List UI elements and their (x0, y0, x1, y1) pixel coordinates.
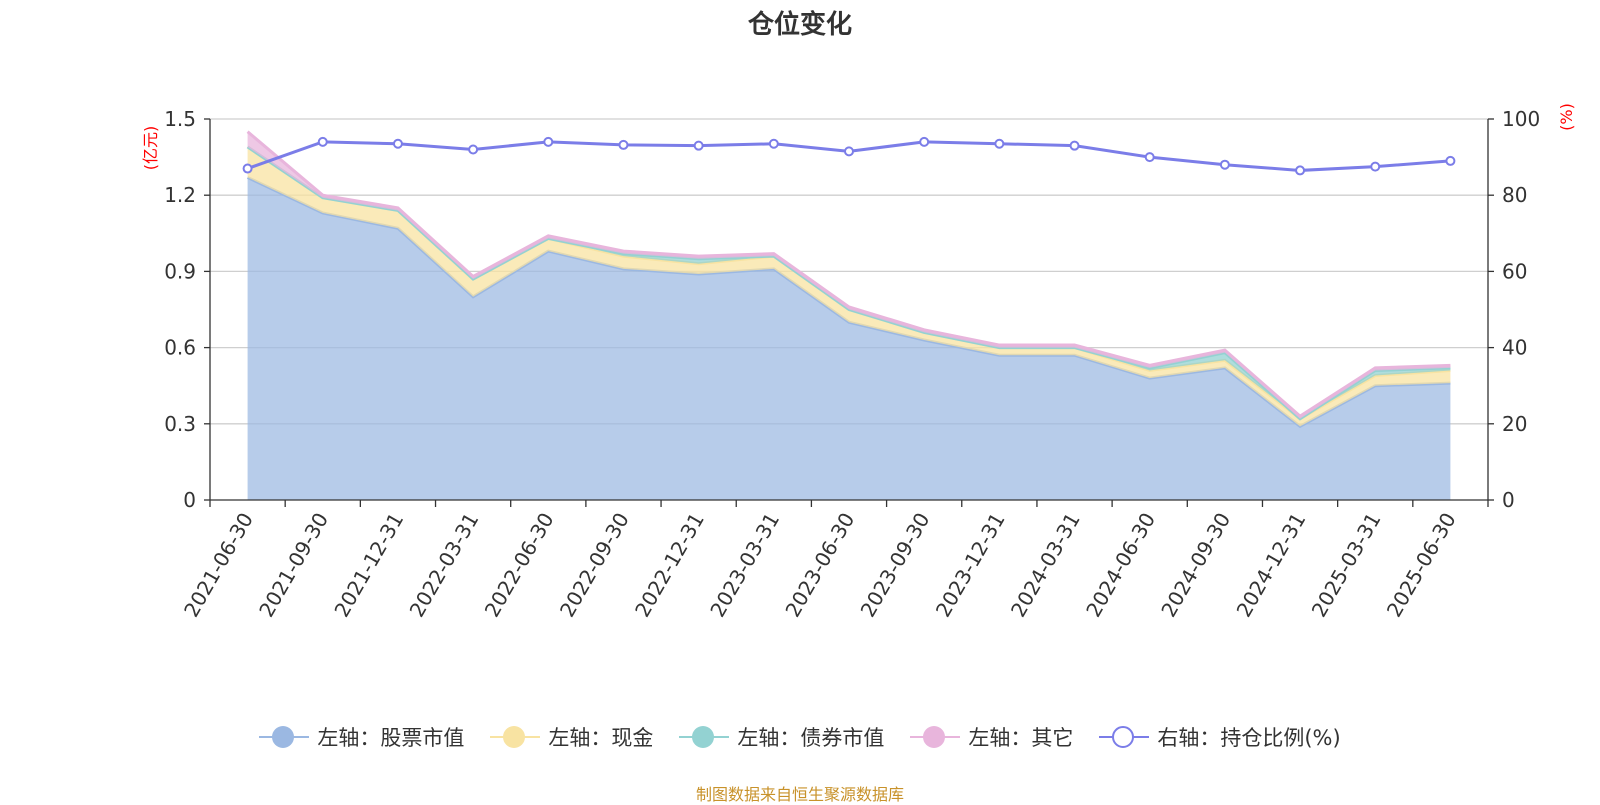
x-tick-label: 2024-03-31 (1006, 509, 1085, 622)
right-tick-label: 80 (1502, 183, 1527, 207)
legend-label: 左轴：其它 (968, 726, 1074, 750)
x-tick-label: 2023-03-31 (705, 509, 784, 622)
left-tick-label: 1.5 (164, 107, 196, 131)
legend-item[interactable]: 左轴：债券市值 (679, 722, 884, 752)
x-tick-label: 2023-06-30 (780, 509, 859, 622)
line-point (392, 138, 403, 149)
x-tick-label: 2025-06-30 (1382, 509, 1461, 622)
right-axis-unit: (%) (1557, 103, 1576, 131)
right-tick-label: 40 (1502, 336, 1527, 360)
legend-marker-icon (490, 725, 541, 749)
chart-title: 仓位变化 (747, 10, 852, 40)
legend-item[interactable]: 左轴：其它 (910, 722, 1073, 752)
legend-marker-icon (910, 725, 961, 749)
legend-item[interactable]: 右轴：持仓比例(%) (1099, 722, 1341, 752)
x-tick-label: 2022-09-30 (555, 509, 634, 622)
x-tick-label: 2024-12-31 (1231, 509, 1310, 622)
left-tick-label: 0 (183, 488, 196, 512)
x-tick-label: 2025-03-31 (1307, 509, 1386, 622)
line-point (618, 139, 629, 150)
line-point (242, 163, 253, 174)
source-note: 制图数据来自恒生聚源数据库 (695, 785, 904, 804)
line-point (1445, 155, 1456, 166)
x-tick-label: 2022-12-31 (630, 509, 709, 622)
chart-legend: 左轴：股票市值 左轴：现金 左轴：债券市值 左轴：其它 右轴：持仓比例(%) (0, 722, 1600, 752)
left-tick-label: 0.6 (164, 336, 196, 360)
x-tick-label: 2024-06-30 (1081, 509, 1160, 622)
area-line-series-4 (246, 130, 1451, 419)
left-tick-label: 1.2 (164, 183, 196, 207)
x-tick-label: 2024-09-30 (1156, 509, 1235, 622)
line-point (1295, 165, 1306, 176)
line-point (1370, 161, 1381, 172)
line-point (994, 138, 1005, 149)
line-point (1144, 152, 1155, 163)
x-tick-label: 2023-12-31 (931, 509, 1010, 622)
legend-label: 左轴：股票市值 (317, 726, 465, 750)
legend-marker-icon (259, 725, 310, 749)
legend-item[interactable]: 左轴：现金 (490, 722, 653, 752)
legend-marker-icon (1099, 725, 1150, 749)
line-point (468, 144, 479, 155)
right-tick-label: 20 (1502, 412, 1527, 436)
line-point (1219, 159, 1230, 170)
line-point (317, 136, 328, 147)
line-point (844, 146, 854, 157)
right-tick-label: 100 (1502, 107, 1540, 131)
legend-marker-icon (679, 725, 730, 749)
left-tick-label: 0.3 (164, 412, 196, 436)
right-tick-label: 0 (1502, 488, 1515, 512)
x-tick-label: 2021-09-30 (254, 509, 333, 622)
legend-item[interactable]: 左轴：股票市值 (259, 722, 464, 752)
left-tick-label: 0.9 (164, 259, 196, 283)
line-point (768, 138, 779, 149)
line-point (1069, 140, 1080, 151)
legend-label: 左轴：现金 (548, 726, 654, 750)
line-point (543, 136, 554, 147)
area-series-1 (247, 177, 1451, 501)
line-point (693, 140, 704, 151)
x-tick-label: 2023-09-30 (856, 509, 935, 622)
x-tick-label: 2022-03-31 (405, 509, 484, 622)
x-tick-label: 2021-06-30 (179, 509, 258, 622)
line-point (919, 136, 930, 147)
left-axis-unit: (亿元) (141, 126, 160, 171)
legend-label: 右轴：持仓比例(%) (1157, 726, 1341, 750)
x-tick-label: 2021-12-31 (329, 509, 408, 622)
legend-label: 左轴：债券市值 (737, 726, 885, 750)
x-tick-label: 2022-06-30 (480, 509, 559, 622)
area-series-2 (247, 146, 1451, 427)
right-tick-label: 60 (1502, 259, 1527, 283)
